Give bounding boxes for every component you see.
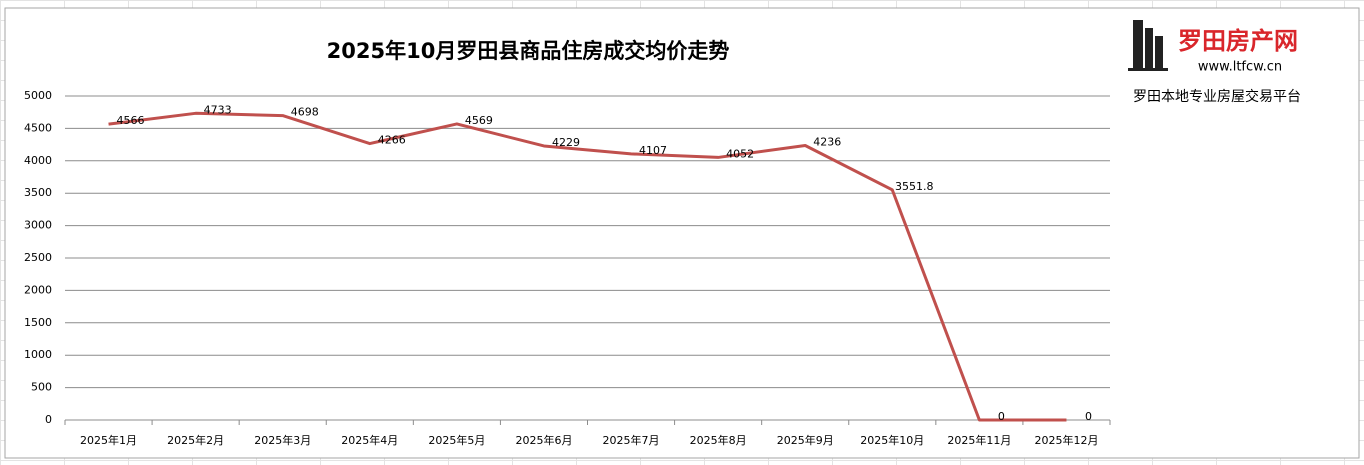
x-tick-label: 2025年10月 (860, 433, 924, 447)
data-label: 4107 (639, 144, 667, 157)
y-tick-label: 4500 (24, 121, 52, 134)
chart-title: 2025年10月罗田县商品住房成交均价走势 (327, 39, 730, 63)
x-tick-label: 2025年9月 (777, 433, 834, 447)
y-tick-label: 500 (31, 381, 52, 394)
x-tick-label: 2025年1月 (80, 433, 137, 447)
data-label: 0 (998, 410, 1005, 423)
data-label: 4698 (291, 106, 319, 119)
x-tick-label: 2025年4月 (341, 433, 398, 447)
x-tick-label: 2025年2月 (167, 433, 224, 447)
data-label: 4733 (204, 103, 232, 116)
data-label: 0 (1085, 410, 1092, 423)
y-tick-label: 4000 (24, 154, 52, 167)
data-label: 4229 (552, 136, 580, 149)
x-tick-label: 2025年7月 (603, 433, 660, 447)
logo-name: 罗田房产网 (1178, 27, 1298, 55)
data-label: 4569 (465, 114, 493, 127)
y-tick-label: 5000 (24, 89, 52, 102)
y-tick-label: 3000 (24, 219, 52, 232)
y-tick-label: 1000 (24, 348, 52, 361)
logo-url: www.ltfcw.cn (1198, 60, 1282, 75)
data-label: 4566 (117, 114, 145, 127)
x-tick-label: 2025年11月 (947, 433, 1011, 447)
y-tick-label: 3500 (24, 186, 52, 199)
y-tick-label: 2500 (24, 251, 52, 264)
data-label: 4266 (378, 134, 406, 147)
x-tick-label: 2025年6月 (515, 433, 572, 447)
data-label: 4052 (726, 147, 754, 160)
x-tick-label: 2025年12月 (1034, 433, 1098, 447)
logo-icon (1128, 20, 1168, 71)
x-tick-label: 2025年3月 (254, 433, 311, 447)
x-tick-label: 2025年5月 (428, 433, 485, 447)
data-label: 3551.8 (895, 180, 934, 193)
logo-slogan: 罗田本地专业房屋交易平台 (1133, 88, 1301, 105)
line (108, 111, 1067, 422)
x-tick-label: 2025年8月 (690, 433, 747, 447)
data-label: 4236 (813, 136, 841, 149)
y-tick-label: 2000 (24, 283, 52, 296)
y-tick-label: 1500 (24, 316, 52, 329)
y-tick-label: 0 (45, 413, 52, 426)
chart-area (4, 7, 1360, 459)
